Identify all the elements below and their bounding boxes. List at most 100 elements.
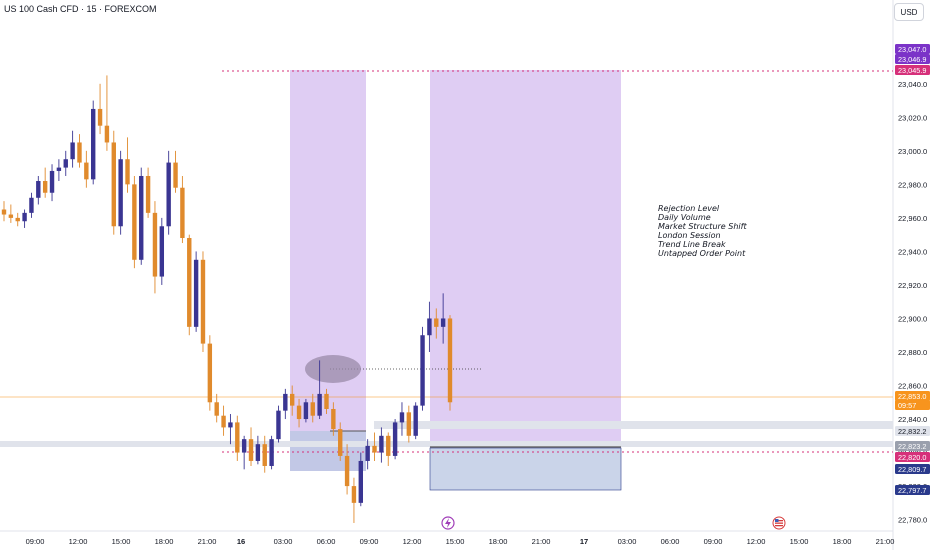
candle: [15, 212, 20, 227]
london-session-box-1[interactable]: [290, 70, 366, 471]
candle: [447, 315, 453, 411]
time-axis[interactable]: 09:00 12:00 15:00 18:00 21:00 16 03:00 06:00 09:…: [26, 537, 895, 546]
candle: [63, 150, 68, 176]
candle: [392, 419, 398, 460]
order-block-border: [429, 447, 622, 491]
x-tick-label: 09:00: [704, 537, 723, 546]
x-tick-label: 21:00: [198, 537, 217, 546]
candles-group: [1, 75, 453, 523]
candle: [77, 134, 82, 168]
candle: [70, 130, 75, 168]
svg-text:23,045.9: 23,045.9: [898, 66, 926, 75]
x-tick-label: 21:00: [876, 537, 895, 546]
svg-text:09:57: 09:57: [898, 401, 916, 410]
price-tag: 22,820.0: [895, 452, 930, 462]
y-tick-label: 22,780.0: [898, 516, 927, 525]
candle: [351, 477, 357, 523]
svg-text:22,797.7: 22,797.7: [898, 486, 926, 495]
order-block-zone-2[interactable]: [430, 448, 621, 490]
candle: [406, 405, 412, 443]
x-tick-label: 18:00: [833, 537, 852, 546]
candle: [152, 201, 158, 294]
x-tick-label: 12:00: [69, 537, 88, 546]
x-tick-label: 09:00: [360, 537, 379, 546]
y-tick-label: 23,000.0: [898, 147, 927, 156]
price-tag: 22,853.0: [895, 391, 930, 401]
candle: [180, 175, 185, 244]
candle: [379, 427, 384, 463]
candle: [331, 402, 336, 436]
x-tick-label: 17: [580, 537, 588, 546]
note-4: London Session: [658, 231, 721, 240]
candle: [434, 308, 439, 339]
candle: [49, 164, 55, 202]
y-tick-label: 22,840.0: [898, 415, 927, 424]
svg-text:22,809.7: 22,809.7: [898, 465, 926, 474]
x-tick-label: 06:00: [317, 537, 336, 546]
note-1: Rejection Level: [658, 204, 720, 213]
candle: [111, 130, 116, 235]
x-tick-label: 09:00: [26, 537, 45, 546]
candle: [1, 201, 7, 222]
lightning-icon[interactable]: [441, 516, 455, 530]
candle: [365, 439, 370, 470]
svg-text:23,047.0: 23,047.0: [898, 45, 926, 54]
x-tick-label: 21:00: [532, 537, 551, 546]
y-tick-label: 23,020.0: [898, 113, 927, 122]
candle: [56, 159, 62, 182]
candle: [187, 234, 192, 336]
x-tick-label: 06:00: [661, 537, 680, 546]
x-tick-label: 18:00: [155, 537, 174, 546]
svg-text:23,046.9: 23,046.9: [898, 55, 926, 64]
london-session-box-2[interactable]: [430, 70, 621, 448]
note-5: Trend Line Break: [658, 240, 726, 249]
rejection-ellipse[interactable]: [305, 355, 361, 383]
notes-block: Rejection Level Daily Volume Market Stru…: [658, 204, 747, 258]
resistance-band[interactable]: [374, 421, 893, 429]
candle: [324, 388, 329, 415]
candle: [420, 326, 425, 411]
note-2: Daily Volume: [658, 213, 711, 222]
price-tags: 23,047.023,046.9 23,045.9 22,853.009:57 22,…: [895, 44, 930, 495]
candle: [200, 251, 206, 352]
candle: [296, 398, 302, 428]
candle: [97, 83, 103, 135]
candle: [317, 360, 322, 420]
candle: [289, 385, 295, 416]
price-tag: 09:57: [895, 400, 930, 410]
candle: [248, 427, 254, 466]
x-tick-label: 03:00: [618, 537, 637, 546]
price-tag: 22,832.2: [895, 426, 930, 436]
svg-text:22,832.2: 22,832.2: [898, 427, 926, 436]
x-tick-label: 15:00: [790, 537, 809, 546]
candle: [303, 398, 309, 423]
us-flag-icon[interactable]: [772, 516, 786, 530]
note-6: Untapped Order Point: [658, 249, 746, 258]
candle: [166, 150, 171, 235]
candle: [91, 100, 96, 185]
candle: [214, 393, 219, 423]
candle: [262, 435, 267, 473]
candle: [427, 301, 432, 352]
y-tick-label: 22,940.0: [898, 247, 927, 256]
x-tick-label: 18:00: [489, 537, 508, 546]
price-tag: 23,047.0: [895, 44, 930, 54]
currency-button[interactable]: USD: [894, 3, 924, 21]
candle: [125, 137, 130, 193]
candle: [255, 435, 261, 465]
candle: [399, 402, 405, 436]
candle: [283, 388, 288, 420]
candle: [440, 293, 446, 344]
candle: [42, 167, 48, 198]
price-tag: 22,809.7: [895, 464, 930, 474]
x-tick-label: 12:00: [747, 537, 766, 546]
candle: [36, 175, 41, 205]
candle: [228, 414, 233, 445]
candle: [84, 150, 89, 188]
candle: [235, 415, 240, 461]
order-block-zone-1[interactable]: [290, 431, 366, 471]
x-tick-label: 12:00: [403, 537, 422, 546]
candle: [310, 393, 315, 423]
support-band[interactable]: [0, 441, 893, 447]
